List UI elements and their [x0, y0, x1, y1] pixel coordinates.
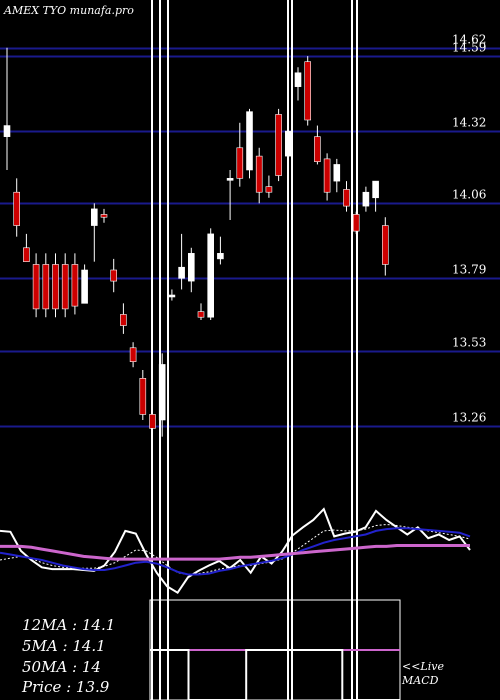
candle-body	[71, 264, 79, 307]
price-gridlines	[0, 47, 500, 428]
candle-body	[32, 264, 40, 310]
candle-body	[42, 264, 50, 310]
candlestick-series	[3, 47, 389, 440]
candle-body	[265, 186, 273, 193]
indicator-line	[0, 544, 470, 561]
candle-body	[236, 147, 244, 179]
candle-body	[168, 294, 176, 298]
stat-50ma: 50MA : 14	[22, 658, 101, 676]
candle-body	[207, 233, 214, 318]
candle-body	[91, 208, 98, 226]
price-tick-label: 14.06	[452, 188, 486, 202]
candle-body	[81, 269, 88, 304]
indicator-line	[0, 527, 471, 576]
candle-body	[284, 130, 292, 157]
stat-12ma: 12MA : 14.1	[22, 616, 115, 634]
candle-body	[110, 269, 117, 282]
candle-body	[294, 72, 302, 87]
macd-panel	[149, 599, 401, 700]
candle-body	[381, 225, 389, 265]
candle-body	[120, 314, 127, 326]
candle-body	[352, 214, 360, 232]
candle-body	[139, 378, 147, 415]
stat-price: Price : 13.9	[21, 678, 110, 696]
candle-body	[372, 180, 379, 199]
price-tick-label: 13.53	[452, 336, 486, 350]
candle-body	[226, 178, 234, 181]
chart-title: AMEX TYO munafa.pro	[3, 4, 134, 17]
price-tick-label: 13.79	[452, 263, 486, 277]
macd-label: MACD	[401, 674, 439, 687]
price-tick-label: 14.32	[452, 116, 486, 130]
macd-histogram	[150, 649, 400, 700]
candle-body	[52, 264, 59, 310]
candle-body	[314, 136, 321, 162]
candle-body	[255, 155, 263, 193]
candle-body	[197, 311, 205, 318]
candle-body	[188, 253, 195, 282]
candle-body	[13, 191, 20, 226]
candle-body	[304, 61, 312, 121]
price-tick-label: 14.59	[452, 41, 486, 55]
candle-body	[61, 264, 69, 310]
vertical-markers	[151, 0, 358, 700]
candle-body	[333, 164, 341, 182]
candle-body	[149, 414, 156, 429]
moving-average-indicator	[0, 507, 471, 595]
candle-body	[23, 247, 30, 262]
candle-body	[362, 191, 370, 207]
candle-body	[100, 214, 108, 218]
candle-body	[246, 111, 253, 171]
candle-body	[343, 189, 350, 207]
macd-live-label: <<Live	[402, 660, 444, 673]
price-tick-label: 14.62	[452, 33, 486, 47]
candle-body	[3, 125, 11, 137]
candle-body	[129, 347, 137, 362]
stat-5ma: 5MA : 14.1	[22, 637, 106, 655]
candle-body	[275, 114, 282, 176]
candle-body	[323, 158, 331, 193]
price-tick-label: 13.26	[452, 411, 486, 425]
candle-body	[178, 266, 185, 279]
candle-body	[158, 364, 166, 421]
candle-body	[217, 253, 224, 260]
indicator-line	[0, 507, 471, 595]
